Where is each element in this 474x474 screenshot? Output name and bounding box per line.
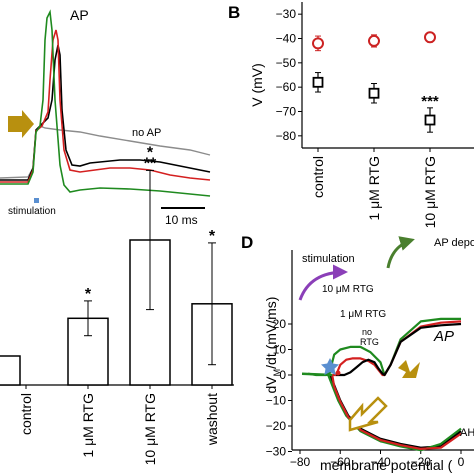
d-xtick-label: −80 <box>290 455 311 469</box>
d-xtick-label: 0 <box>458 455 465 469</box>
c-axes: control 1 μM RTG 10 μM RTG washout <box>0 384 234 465</box>
d-label-no: no <box>362 327 372 337</box>
c-xtick-label: control <box>18 393 34 435</box>
d-label-1um-rtg: 1 μM RTG <box>340 309 386 320</box>
panel-c: control 1 μM RTG 10 μM RTG washout ***** <box>0 144 234 465</box>
d-label-ap: AP <box>433 328 454 345</box>
c-marks: ***** <box>0 144 233 386</box>
b-xtick-label: 10 μM RTG <box>422 156 438 228</box>
d-ytick-label: −10 <box>266 394 287 408</box>
b-ytick-label: −70 <box>276 105 297 119</box>
d-label-stimulation: stimulation <box>302 253 355 265</box>
ap-label: AP <box>70 7 89 23</box>
stimulation-label: stimulation <box>8 206 56 217</box>
b-ytick-label: −40 <box>276 32 297 46</box>
b-ylabel: V (mV) <box>249 63 265 107</box>
b-point-square <box>368 87 380 99</box>
d-label-10um-rtg: 10 μM RTG <box>322 284 374 295</box>
d-baseline-noise <box>301 372 333 377</box>
panel-d-label: D <box>241 233 253 252</box>
trace-10um-rtg <box>0 9 211 197</box>
b-point-circle <box>368 34 380 47</box>
arrow-icon <box>8 110 34 138</box>
d-marks <box>301 317 462 452</box>
b-point-square <box>312 76 324 88</box>
scale-label: 10 ms <box>165 213 198 227</box>
ah-arrow-icon <box>348 396 388 432</box>
d-ytick-label: −30 <box>266 445 287 459</box>
c-xtick-label: washout <box>204 393 220 446</box>
b-ytick-label: −30 <box>276 7 297 21</box>
c-bar <box>67 317 109 386</box>
d-series-line <box>329 374 462 449</box>
panel-b-label: B <box>228 3 240 22</box>
b-xtick-label: 1 μM RTG <box>366 156 382 221</box>
panel-b: B V (mV) −80 −70 −60 −50 −40 −30 control 1 μM R… <box>228 2 474 228</box>
b-axes: −80 −70 −60 −50 −40 −30 control 1 μM RTG 10 μM R… <box>276 2 474 228</box>
d-xtick-label: −40 <box>370 455 391 469</box>
threshold-arrow-icon <box>398 360 420 378</box>
b-point-circle <box>424 31 436 44</box>
d-label-ap-depo: AP depo <box>434 237 474 249</box>
b-ytick-label: −80 <box>276 129 297 143</box>
d-label-ah: AH <box>460 427 474 439</box>
panel-d: D dVM/dt (mV/ms) membrane potential ( −3… <box>241 233 474 473</box>
d-series-line <box>307 317 461 377</box>
b-ytick-label: −50 <box>276 56 297 70</box>
star-icon <box>321 358 339 375</box>
d-ytick-label: −20 <box>266 419 287 433</box>
d-series-line <box>327 374 462 452</box>
c-xtick-label: 10 μM RTG <box>142 393 158 465</box>
stimulation-arrow-icon <box>298 264 348 301</box>
c-significance: * <box>147 144 154 161</box>
c-xtick-label: 1 μM RTG <box>80 393 96 458</box>
d-label-rtg: RTG <box>360 337 379 347</box>
trace-1um-rtg <box>0 29 211 183</box>
d-ylabel: dVM/dt (mV/ms) <box>263 297 282 394</box>
d-series-line <box>331 374 462 450</box>
d-xtick-label: −20 <box>411 455 432 469</box>
b-marks: *** <box>312 31 439 133</box>
stim-point <box>335 370 341 376</box>
b-point-circle <box>312 37 324 50</box>
d-axes: −30 −20 −10 0 10 20 −80 −60 −40 −20 0 <box>266 250 474 469</box>
c-significance: * <box>85 286 92 303</box>
d-series-line <box>336 322 462 377</box>
b-xtick-label: control <box>310 156 326 198</box>
d-ytick-label: 20 <box>273 317 287 331</box>
b-ytick-label: −60 <box>276 80 297 94</box>
d-xtick-label: −60 <box>330 455 351 469</box>
ap-depo-arrow-icon <box>386 236 415 269</box>
stimulation-marker <box>34 198 39 203</box>
c-significance: ** <box>144 155 157 172</box>
d-ytick-label: 10 <box>273 343 287 357</box>
c-bar <box>0 355 21 386</box>
b-significance: *** <box>421 93 439 110</box>
d-ytick-label: 0 <box>279 368 286 382</box>
trace-control <box>0 44 211 181</box>
no-ap-label: no AP <box>132 127 161 139</box>
c-significance: * <box>209 228 216 245</box>
d-xlabel: membrane potential ( <box>320 457 453 473</box>
panel-a: AP no AP stimulation 10 ms <box>0 7 211 227</box>
b-point-square <box>424 114 436 126</box>
